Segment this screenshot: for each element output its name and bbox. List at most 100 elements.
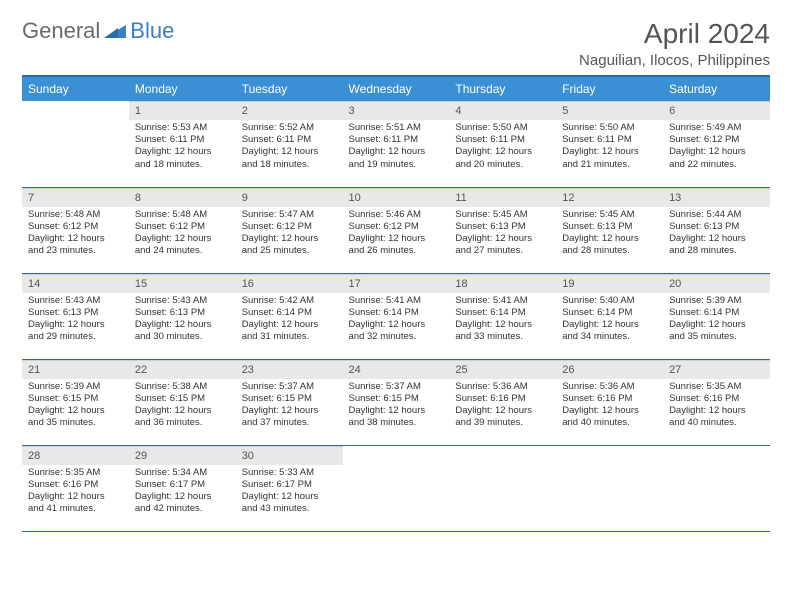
calendar-cell: 1Sunrise: 5:53 AMSunset: 6:11 PMDaylight… [129,101,236,187]
calendar-cell: 11Sunrise: 5:45 AMSunset: 6:13 PMDayligh… [449,187,556,273]
day-content: Sunrise: 5:39 AMSunset: 6:14 PMDaylight:… [663,293,770,348]
calendar-row: 7Sunrise: 5:48 AMSunset: 6:12 PMDaylight… [22,187,770,273]
day-number: 19 [556,274,663,293]
day-content: Sunrise: 5:47 AMSunset: 6:12 PMDaylight:… [236,207,343,262]
calendar-cell: 27Sunrise: 5:35 AMSunset: 6:16 PMDayligh… [663,359,770,445]
weekday-header-row: SundayMondayTuesdayWednesdayThursdayFrid… [22,76,770,101]
day-content: Sunrise: 5:48 AMSunset: 6:12 PMDaylight:… [22,207,129,262]
day-content: Sunrise: 5:46 AMSunset: 6:12 PMDaylight:… [343,207,450,262]
day-number: 30 [236,446,343,465]
day-content: Sunrise: 5:36 AMSunset: 6:16 PMDaylight:… [449,379,556,434]
day-content: Sunrise: 5:37 AMSunset: 6:15 PMDaylight:… [236,379,343,434]
day-number: 11 [449,188,556,207]
calendar-cell: 25Sunrise: 5:36 AMSunset: 6:16 PMDayligh… [449,359,556,445]
calendar-row: 28Sunrise: 5:35 AMSunset: 6:16 PMDayligh… [22,445,770,531]
day-number: 6 [663,101,770,120]
day-content: Sunrise: 5:50 AMSunset: 6:11 PMDaylight:… [449,120,556,175]
day-number: 25 [449,360,556,379]
calendar-row: 14Sunrise: 5:43 AMSunset: 6:13 PMDayligh… [22,273,770,359]
day-content: Sunrise: 5:38 AMSunset: 6:15 PMDaylight:… [129,379,236,434]
calendar-cell: 7Sunrise: 5:48 AMSunset: 6:12 PMDaylight… [22,187,129,273]
calendar-cell: 30Sunrise: 5:33 AMSunset: 6:17 PMDayligh… [236,445,343,531]
day-content: Sunrise: 5:42 AMSunset: 6:14 PMDaylight:… [236,293,343,348]
weekday-header: Tuesday [236,76,343,101]
day-number: 8 [129,188,236,207]
calendar-cell [449,445,556,531]
weekday-header: Thursday [449,76,556,101]
weekday-header: Monday [129,76,236,101]
calendar-cell: 5Sunrise: 5:50 AMSunset: 6:11 PMDaylight… [556,101,663,187]
weekday-header: Friday [556,76,663,101]
calendar-body: 1Sunrise: 5:53 AMSunset: 6:11 PMDaylight… [22,101,770,531]
day-content: Sunrise: 5:37 AMSunset: 6:15 PMDaylight:… [343,379,450,434]
day-number: 28 [22,446,129,465]
day-content: Sunrise: 5:45 AMSunset: 6:13 PMDaylight:… [449,207,556,262]
weekday-header: Sunday [22,76,129,101]
day-content: Sunrise: 5:51 AMSunset: 6:11 PMDaylight:… [343,120,450,175]
day-content: Sunrise: 5:39 AMSunset: 6:15 PMDaylight:… [22,379,129,434]
calendar-cell: 15Sunrise: 5:43 AMSunset: 6:13 PMDayligh… [129,273,236,359]
calendar-cell [22,101,129,187]
month-title: April 2024 [579,18,770,50]
day-number: 7 [22,188,129,207]
day-number: 22 [129,360,236,379]
day-content: Sunrise: 5:43 AMSunset: 6:13 PMDaylight:… [129,293,236,348]
day-number: 26 [556,360,663,379]
day-number: 1 [129,101,236,120]
calendar-cell: 16Sunrise: 5:42 AMSunset: 6:14 PMDayligh… [236,273,343,359]
day-content: Sunrise: 5:35 AMSunset: 6:16 PMDaylight:… [663,379,770,434]
day-content: Sunrise: 5:44 AMSunset: 6:13 PMDaylight:… [663,207,770,262]
day-content: Sunrise: 5:34 AMSunset: 6:17 PMDaylight:… [129,465,236,520]
calendar-cell: 4Sunrise: 5:50 AMSunset: 6:11 PMDaylight… [449,101,556,187]
day-content: Sunrise: 5:43 AMSunset: 6:13 PMDaylight:… [22,293,129,348]
day-content: Sunrise: 5:48 AMSunset: 6:12 PMDaylight:… [129,207,236,262]
title-block: April 2024 Naguilian, Ilocos, Philippine… [579,18,770,69]
day-content: Sunrise: 5:36 AMSunset: 6:16 PMDaylight:… [556,379,663,434]
day-number: 12 [556,188,663,207]
day-number: 18 [449,274,556,293]
calendar-row: 21Sunrise: 5:39 AMSunset: 6:15 PMDayligh… [22,359,770,445]
header: General Blue April 2024 Naguilian, Iloco… [22,18,770,69]
calendar-cell: 19Sunrise: 5:40 AMSunset: 6:14 PMDayligh… [556,273,663,359]
calendar-cell: 2Sunrise: 5:52 AMSunset: 6:11 PMDaylight… [236,101,343,187]
logo-triangle-icon [104,18,126,44]
day-content: Sunrise: 5:41 AMSunset: 6:14 PMDaylight:… [449,293,556,348]
calendar-cell [343,445,450,531]
calendar-cell [556,445,663,531]
calendar-cell [663,445,770,531]
day-number: 13 [663,188,770,207]
day-number: 2 [236,101,343,120]
calendar-cell: 12Sunrise: 5:45 AMSunset: 6:13 PMDayligh… [556,187,663,273]
day-content: Sunrise: 5:53 AMSunset: 6:11 PMDaylight:… [129,120,236,175]
day-content: Sunrise: 5:52 AMSunset: 6:11 PMDaylight:… [236,120,343,175]
calendar-table: SundayMondayTuesdayWednesdayThursdayFrid… [22,75,770,532]
calendar-cell: 8Sunrise: 5:48 AMSunset: 6:12 PMDaylight… [129,187,236,273]
calendar-cell: 22Sunrise: 5:38 AMSunset: 6:15 PMDayligh… [129,359,236,445]
calendar-cell: 20Sunrise: 5:39 AMSunset: 6:14 PMDayligh… [663,273,770,359]
weekday-header: Saturday [663,76,770,101]
location: Naguilian, Ilocos, Philippines [579,52,770,69]
day-number: 27 [663,360,770,379]
calendar-cell: 6Sunrise: 5:49 AMSunset: 6:12 PMDaylight… [663,101,770,187]
calendar-cell: 26Sunrise: 5:36 AMSunset: 6:16 PMDayligh… [556,359,663,445]
calendar-cell: 14Sunrise: 5:43 AMSunset: 6:13 PMDayligh… [22,273,129,359]
weekday-header: Wednesday [343,76,450,101]
calendar-cell: 18Sunrise: 5:41 AMSunset: 6:14 PMDayligh… [449,273,556,359]
calendar-cell: 29Sunrise: 5:34 AMSunset: 6:17 PMDayligh… [129,445,236,531]
calendar-cell: 23Sunrise: 5:37 AMSunset: 6:15 PMDayligh… [236,359,343,445]
day-content: Sunrise: 5:49 AMSunset: 6:12 PMDaylight:… [663,120,770,175]
logo-text-blue: Blue [130,18,174,44]
calendar-cell: 3Sunrise: 5:51 AMSunset: 6:11 PMDaylight… [343,101,450,187]
calendar-row: 1Sunrise: 5:53 AMSunset: 6:11 PMDaylight… [22,101,770,187]
day-number: 10 [343,188,450,207]
day-number: 24 [343,360,450,379]
day-number: 29 [129,446,236,465]
calendar-cell: 10Sunrise: 5:46 AMSunset: 6:12 PMDayligh… [343,187,450,273]
day-number: 16 [236,274,343,293]
calendar-cell: 9Sunrise: 5:47 AMSunset: 6:12 PMDaylight… [236,187,343,273]
day-content: Sunrise: 5:41 AMSunset: 6:14 PMDaylight:… [343,293,450,348]
day-content: Sunrise: 5:40 AMSunset: 6:14 PMDaylight:… [556,293,663,348]
logo: General Blue [22,18,174,44]
day-content: Sunrise: 5:45 AMSunset: 6:13 PMDaylight:… [556,207,663,262]
calendar-cell: 21Sunrise: 5:39 AMSunset: 6:15 PMDayligh… [22,359,129,445]
